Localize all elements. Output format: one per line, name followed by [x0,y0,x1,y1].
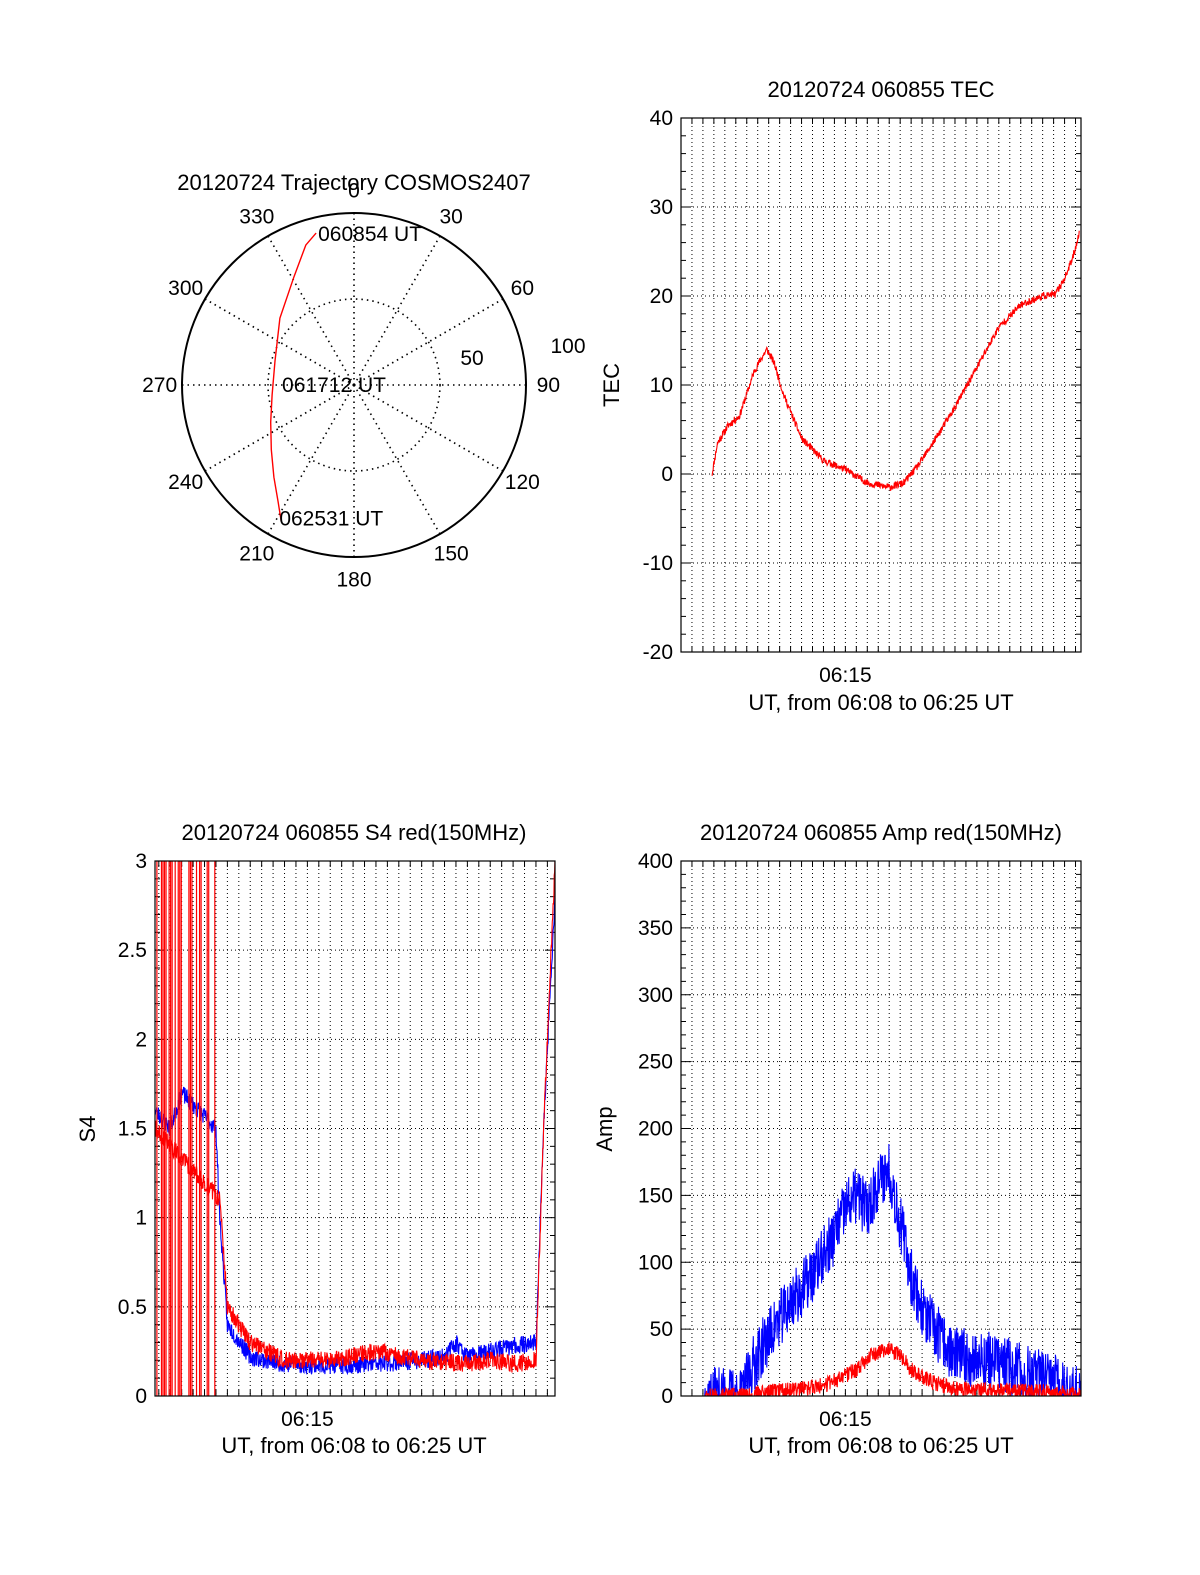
s4-plot-area: 3 2.5 2 1.5 1 0.5 0 06:15 [118,850,556,1431]
tec-plot-area: 40 30 20 10 0 -10 -20 06:15 [643,107,1082,687]
plot-frame [680,117,1082,653]
s4-title: 20120724 060855 S4 red(150MHz) [182,820,527,845]
y-tick-label: 0 [135,1385,147,1408]
trajectory-angle-label: 210 [239,542,274,565]
y-tick-label: 100 [638,1251,673,1274]
trajectory-angle-label: 30 [440,206,463,229]
trajectory-spoke [204,298,355,386]
trajectory-angle-label: 300 [168,277,203,300]
series-line-red [711,230,1080,491]
amp-plot-area: 400 350 300 250 200 150 100 50 0 06:15 [638,850,1082,1431]
y-tick-label: 200 [638,1118,673,1141]
s4-x-axis-label: UT, from 06:08 to 06:25 UT [221,1433,486,1458]
series-group [155,861,555,1396]
tec-panel: 20120724 060855 TEC TEC UT, from 06:08 t… [599,77,1082,715]
tec-title: 20120724 060855 TEC [767,77,994,102]
y-tick-label: 2.5 [118,939,147,962]
tec-x-axis-label: UT, from 06:08 to 06:25 UT [748,690,1013,715]
trajectory-grid [181,212,527,558]
trajectory-angle-label: 150 [434,542,469,565]
y-tick-label: 50 [650,1318,673,1341]
s4-y-axis-label: S4 [75,1116,100,1143]
y-tick-label: 30 [650,196,673,219]
y-tick-label: 0 [661,463,673,486]
trajectory-series [269,232,317,522]
y-tick-label: 2 [135,1028,147,1051]
y-tick-label: 400 [638,850,673,873]
trajectory-spoke [353,235,441,386]
series-line-red [155,861,555,1373]
y-tick-label: 150 [638,1184,673,1207]
trajectory-time-annotation: 062531 UT [279,508,383,531]
trajectory-spoke [353,298,504,386]
trajectory-panel: 20120724 Trajectory COSMOS2407 0 30 60 90 12… [142,170,585,591]
trajectory-angle-label: 0 [348,180,360,203]
trajectory-path [269,232,317,522]
trajectory-radial-label: 100 [550,335,585,358]
amp-y-axis-label: Amp [592,1106,617,1151]
trajectory-angle-label: 330 [239,206,274,229]
series-group [711,230,1080,491]
trajectory-angle-label: 60 [511,277,534,300]
trajectory-spoke [267,235,355,386]
trajectory-time-annotation: 060854 UT [318,223,422,246]
series-line-red [704,1342,1081,1396]
trajectory-time-annotation: 061712 UT [282,374,386,397]
series-line-blue [704,1143,1081,1396]
s4-panel: 20120724 060855 S4 red(150MHz) S4 UT, fr… [75,820,556,1458]
y-tick-label: 20 [650,285,673,308]
y-tick-label: 3 [135,850,147,873]
trajectory-angle-label: 240 [168,471,203,494]
amp-title: 20120724 060855 Amp red(150MHz) [700,820,1062,845]
y-tick-label: 1 [135,1207,147,1230]
y-tick-label: -10 [643,552,673,575]
plot-frame [680,860,1082,1397]
trajectory-inner-circle [267,298,441,472]
trajectory-angle-label: 180 [336,568,371,591]
trajectory-radial-label: 50 [460,347,483,370]
x-tick-label: 06:15 [819,664,872,687]
y-tick-label: 350 [638,917,673,940]
trajectory-angle-label: 90 [537,374,560,397]
y-tick-label: 0 [661,1385,673,1408]
trajectory-spoke [204,384,355,472]
trajectory-spoke [267,384,355,535]
trajectory-angle-label: 120 [505,471,540,494]
y-tick-label: 0.5 [118,1296,147,1319]
y-tick-label: 1.5 [118,1118,147,1141]
y-tick-label: 40 [650,107,673,130]
x-tick-label: 06:15 [281,1408,334,1431]
tec-y-axis-label: TEC [599,363,624,407]
x-tick-label: 06:15 [819,1408,872,1431]
amp-panel: 20120724 060855 Amp red(150MHz) Amp UT, … [592,820,1082,1458]
trajectory-title: 20120724 Trajectory COSMOS2407 [177,170,530,195]
y-tick-label: -20 [643,641,673,664]
trajectory-spoke [353,384,441,535]
trajectory-angle-label: 270 [142,374,177,397]
y-tick-label: 250 [638,1051,673,1074]
amp-x-axis-label: UT, from 06:08 to 06:25 UT [748,1433,1013,1458]
y-tick-label: 300 [638,984,673,1007]
series-group [704,1143,1081,1396]
trajectory-spoke [353,384,504,472]
trajectory-annotations: 060854 UT 061712 UT 062531 UT [279,223,422,531]
y-tick-label: 10 [650,374,673,397]
trajectory-angle-labels: 0 30 60 90 120 150 180 210 240 270 300 330 50 100 [142,180,585,592]
plot-frame [154,860,556,1397]
